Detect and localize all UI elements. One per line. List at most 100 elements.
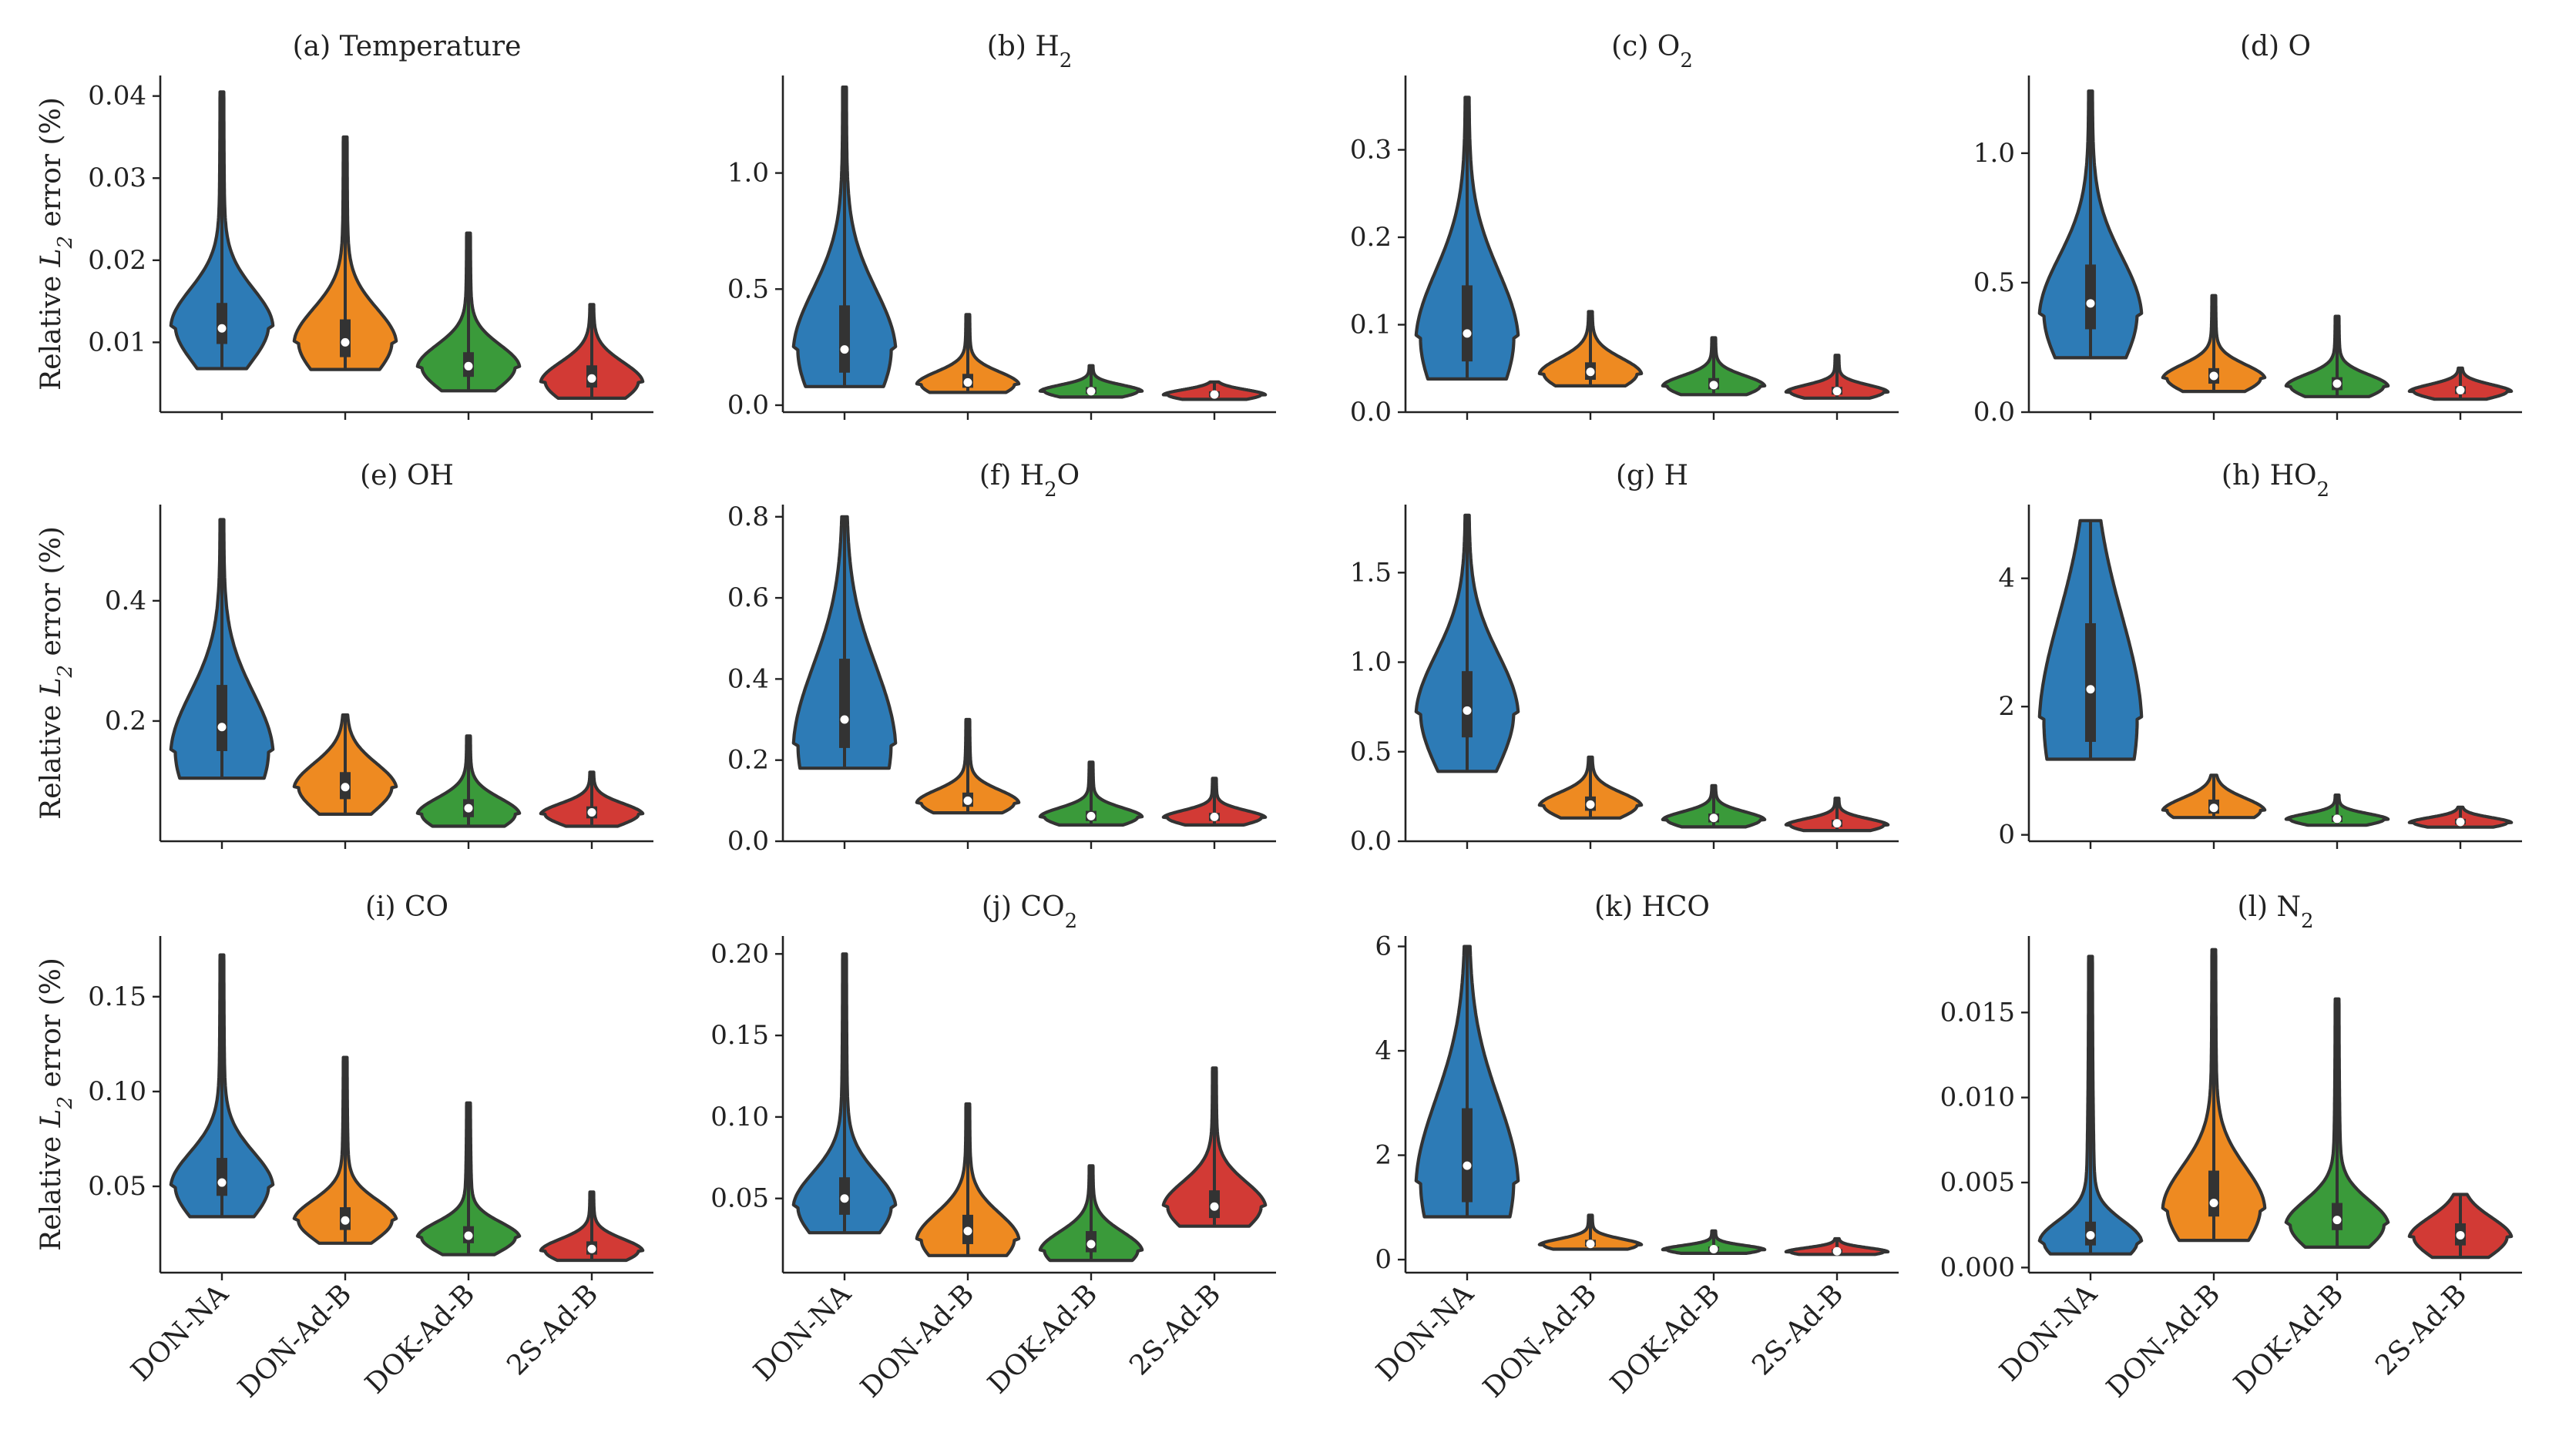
median-point-DON-NA [2086, 299, 2095, 308]
x-category-label: DON-Ad-B [2101, 1278, 2226, 1404]
y-tick-label: 0.01 [88, 327, 146, 357]
y-tick-label: 0.6 [727, 582, 769, 613]
iqr-box-DON-NA [217, 1158, 227, 1196]
median-point-DON-Ad-B [2209, 1199, 2218, 1208]
y-tick-label: 2 [1375, 1140, 1392, 1171]
x-category-label: DON-NA [126, 1278, 236, 1388]
median-point-DOK-Ad-B [1086, 387, 1096, 396]
x-category-label: 2S-Ad-B [1123, 1278, 1227, 1381]
median-point-DOK-Ad-B [1086, 811, 1096, 820]
median-point-DON-Ad-B [963, 796, 972, 805]
y-tick-label: 1.0 [1973, 138, 2015, 169]
subplot-5: (e) OH 0.2 0.4 Relative L2 error (%) [35, 460, 653, 849]
subplot-title: (c) O2 [1611, 31, 1693, 72]
y-tick-label: 0.05 [88, 1171, 146, 1202]
iqr-box-DON-Ad-B [2208, 1170, 2219, 1217]
x-category-label: DON-Ad-B [1477, 1278, 1603, 1404]
subplot-7: (g) H 0.0 0.5 1.0 1.5 [1350, 460, 1899, 857]
median-point-DON-Ad-B [1586, 1240, 1595, 1249]
iqr-box-DON-NA [839, 305, 850, 373]
y-tick-label: 4 [1998, 563, 2015, 594]
x-category-label: DON-Ad-B [232, 1278, 358, 1404]
median-point-2S-Ad-B [1210, 812, 1219, 821]
y-tick-label: 0.15 [88, 981, 146, 1012]
y-tick-label: 0.3 [1350, 134, 1392, 165]
subplot-title: (a) Temperature [293, 31, 522, 62]
median-point-DON-NA [1463, 706, 1472, 715]
y-tick-label: 0.0 [727, 826, 769, 857]
y-tick-label: 0.15 [710, 1020, 769, 1051]
median-point-DOK-Ad-B [464, 1231, 473, 1240]
y-tick-label: 0.4 [727, 663, 769, 694]
y-tick-label: 0.5 [1350, 736, 1392, 767]
y-tick-label: 0.0 [1350, 397, 1392, 428]
y-tick-label: 1.0 [727, 158, 769, 189]
y-tick-label: 0.8 [727, 502, 769, 532]
y-tick-label: 4 [1375, 1035, 1392, 1066]
median-point-2S-Ad-B [1210, 1202, 1219, 1211]
subplot-title: (g) H [1616, 460, 1688, 491]
median-point-DON-Ad-B [341, 783, 350, 792]
subplot-title: (d) O [2240, 31, 2311, 62]
iqr-box-DON-NA [1462, 1108, 1473, 1203]
median-point-DON-NA [2086, 685, 2095, 694]
iqr-box-DON-NA [2085, 622, 2096, 742]
median-point-DON-Ad-B [963, 377, 972, 387]
median-point-2S-Ad-B [2456, 817, 2465, 827]
median-point-DON-Ad-B [2209, 803, 2218, 813]
y-tick-label: 0.4 [105, 585, 146, 616]
median-point-DON-Ad-B [2209, 371, 2218, 381]
x-category-label: 2S-Ad-B [1746, 1278, 1849, 1381]
median-point-2S-Ad-B [1210, 390, 1219, 399]
y-axis-label: Relative L2 error (%) [35, 97, 77, 391]
median-point-DON-NA [840, 715, 849, 724]
median-point-2S-Ad-B [1832, 387, 1842, 396]
subplot-title: (e) OH [360, 460, 454, 491]
median-point-DOK-Ad-B [2332, 379, 2342, 388]
y-tick-label: 0.5 [1973, 267, 2015, 298]
y-tick-label: 0.2 [727, 745, 769, 776]
median-point-2S-Ad-B [1832, 1246, 1842, 1256]
y-tick-label: 0.10 [88, 1076, 146, 1107]
y-tick-label: 1.5 [1350, 557, 1392, 588]
median-point-2S-Ad-B [1832, 819, 1842, 828]
iqr-box-DON-NA [217, 303, 227, 344]
x-category-label: DON-NA [748, 1278, 858, 1388]
iqr-box-DON-NA [1462, 285, 1473, 362]
subplot-title: (i) CO [365, 891, 448, 923]
x-category-label: 2S-Ad-B [2369, 1278, 2473, 1381]
y-axis-label: Relative L2 error (%) [35, 526, 77, 820]
median-point-2S-Ad-B [2456, 1230, 2465, 1240]
x-category-label: DON-NA [1994, 1278, 2104, 1388]
median-point-DON-NA [2086, 1230, 2095, 1240]
median-point-DON-NA [840, 345, 849, 354]
subplot-title: (f) H2O [979, 460, 1080, 502]
iqr-box-DON-NA [217, 685, 227, 751]
median-point-DON-Ad-B [1586, 800, 1595, 809]
x-category-label: DOK-Ad-B [359, 1278, 481, 1400]
median-point-DON-Ad-B [963, 1226, 972, 1236]
median-point-2S-Ad-B [587, 374, 596, 383]
subplot-4: (d) O 0.0 0.5 1.0 [1973, 31, 2522, 428]
median-point-DOK-Ad-B [1709, 381, 1718, 390]
y-tick-label: 0.0 [1350, 826, 1392, 857]
median-point-DOK-Ad-B [2332, 1216, 2342, 1225]
y-tick-label: 0 [1998, 820, 2015, 850]
subplot-2: (b) H2 0.0 0.5 1.0 [727, 31, 1276, 421]
y-tick-label: 0.03 [88, 163, 146, 193]
median-point-DOK-Ad-B [1709, 1245, 1718, 1254]
y-tick-label: 0.010 [1940, 1082, 2015, 1113]
median-point-DON-NA [840, 1194, 849, 1203]
iqr-box-DON-NA [839, 659, 850, 748]
median-point-DOK-Ad-B [1709, 814, 1718, 823]
subplot-3: (c) O2 0.0 0.1 0.2 0.3 [1350, 31, 1899, 428]
x-category-label: DON-NA [1371, 1278, 1481, 1388]
x-category-label: DOK-Ad-B [982, 1278, 1103, 1400]
y-tick-label: 0.000 [1940, 1252, 2015, 1283]
y-tick-label: 0.05 [710, 1183, 769, 1214]
y-tick-label: 6 [1375, 931, 1392, 962]
median-point-2S-Ad-B [2456, 385, 2465, 394]
x-category-label: 2S-Ad-B [501, 1278, 604, 1381]
